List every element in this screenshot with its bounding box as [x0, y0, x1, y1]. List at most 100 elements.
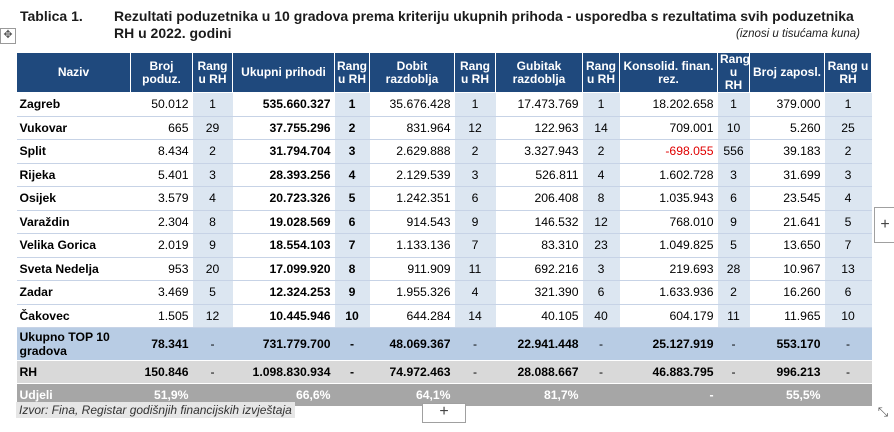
header-broj-zaposl: Broj zaposl.	[749, 52, 825, 93]
konsolid-cell: -	[619, 383, 718, 406]
rang-cell	[192, 383, 233, 406]
rang-cell: 9	[334, 280, 370, 305]
header-rang: Rang u RH	[334, 52, 370, 93]
city-name: Čakovec	[16, 304, 131, 328]
rang-cell: 2	[192, 139, 233, 164]
rang-cell: 25	[824, 116, 872, 140]
broj-zaposl-cell: 996.213	[749, 360, 825, 384]
rang-cell: 4	[334, 163, 370, 187]
broj-poduz-cell: 665	[130, 116, 193, 140]
rang-cell: -	[582, 327, 620, 361]
ukupni-prihodi-cell: 19.028.569	[232, 210, 335, 234]
rh-row: RH 150.846-1.098.830.934-74.972.463-28.08…	[16, 360, 872, 384]
rang-cell: -	[582, 360, 620, 384]
gubitak-cell: 22.941.448	[495, 327, 583, 361]
rang-cell: 1	[334, 92, 370, 117]
city-name: Zadar	[16, 280, 131, 305]
header-row: Naziv Broj poduz. Rang u RH Ukupni priho…	[16, 52, 872, 93]
add-row-button[interactable]: +	[422, 403, 466, 423]
gubitak-cell: 17.473.769	[495, 92, 583, 117]
rang-cell: 5	[334, 186, 370, 211]
source-note: Izvor: Fina, Registar godišnjih financij…	[16, 402, 295, 418]
rang-cell: 2	[334, 116, 370, 140]
broj-poduz-cell: 150.846	[130, 360, 193, 384]
ukupni-prihodi-cell: 20.723.326	[232, 186, 335, 211]
rang-cell: 1	[454, 92, 496, 117]
broj-zaposl-cell: 10.967	[749, 257, 825, 281]
rang-cell: 28	[717, 257, 750, 281]
dobit-cell: 644.284	[369, 304, 455, 328]
rang-cell: 4	[582, 163, 620, 187]
dobit-cell: 64,1%	[369, 383, 455, 406]
rang-cell: 4	[192, 186, 233, 211]
table-row: Zagreb 50.012 1 535.660.327 1 35.676.428 1 17.4…	[16, 92, 872, 117]
total-top10-row: Ukupno TOP 10 gradova 78.341-731.779.700-…	[16, 327, 872, 361]
rang-cell	[334, 383, 370, 406]
broj-poduz-cell: 2.019	[130, 233, 193, 258]
ukupni-prihodi-cell: 18.554.103	[232, 233, 335, 258]
rang-cell: 8	[334, 257, 370, 281]
konsolid-cell: 604.179	[619, 304, 718, 328]
gubitak-cell: 3.327.943	[495, 139, 583, 164]
table-row: Sveta Nedelja 953 20 17.099.920 8 911.909 11 69…	[16, 257, 872, 281]
rang-cell: 2	[824, 139, 872, 164]
rang-cell: 1	[717, 92, 750, 117]
resize-handle-icon[interactable]: ⤡	[877, 404, 889, 419]
rang-cell: 10	[334, 304, 370, 328]
rang-cell: 12	[582, 210, 620, 234]
konsolid-cell: 1.035.943	[619, 186, 718, 211]
gubitak-cell: 692.216	[495, 257, 583, 281]
rang-cell: 2	[717, 280, 750, 305]
move-table-icon[interactable]: ✥	[0, 28, 16, 44]
gubitak-cell: 206.408	[495, 186, 583, 211]
konsolid-cell: 709.001	[619, 116, 718, 140]
gubitak-cell: 81,7%	[495, 383, 583, 406]
rang-cell: 3	[717, 163, 750, 187]
rang-cell: 13	[824, 257, 872, 281]
dobit-cell: 2.629.888	[369, 139, 455, 164]
city-name: Udjeli	[16, 383, 131, 406]
rang-cell: 6	[454, 186, 496, 211]
rang-cell: -	[824, 327, 872, 361]
gubitak-cell: 321.390	[495, 280, 583, 305]
dobit-cell: 911.909	[369, 257, 455, 281]
rang-cell: -	[334, 360, 370, 384]
rang-cell: 2	[454, 139, 496, 164]
add-column-button[interactable]: +	[874, 207, 894, 243]
broj-zaposl-cell: 23.545	[749, 186, 825, 211]
ukupni-prihodi-cell: 12.324.253	[232, 280, 335, 305]
dobit-cell: 1.242.351	[369, 186, 455, 211]
gubitak-cell: 28.088.667	[495, 360, 583, 384]
dobit-cell: 74.972.463	[369, 360, 455, 384]
rang-cell: 1	[824, 92, 872, 117]
rang-cell: 40	[582, 304, 620, 328]
rang-cell: 4	[824, 186, 872, 211]
broj-zaposl-cell: 55,5%	[749, 383, 825, 406]
rang-cell: 10	[824, 304, 872, 328]
broj-poduz-cell: 8.434	[130, 139, 193, 164]
rang-cell	[717, 383, 750, 406]
rang-cell: 3	[454, 163, 496, 187]
header-dobit: Dobit razdoblja	[369, 52, 455, 93]
header-gubitak: Gubitak razdoblja	[495, 52, 583, 93]
city-name: Zagreb	[16, 92, 131, 117]
rang-cell: 1	[192, 92, 233, 117]
rang-cell: 1	[582, 92, 620, 117]
rang-cell: -	[334, 327, 370, 361]
city-name: Split	[16, 139, 131, 164]
konsolid-cell: -698.055	[619, 139, 718, 164]
rang-cell	[454, 383, 496, 406]
rang-cell: 9	[192, 233, 233, 258]
konsolid-cell: 1.633.936	[619, 280, 718, 305]
rang-cell: 5	[824, 210, 872, 234]
table-number: Tablica 1.	[20, 8, 83, 24]
rang-cell	[824, 383, 872, 406]
broj-poduz-cell: 1.505	[130, 304, 193, 328]
rang-cell: 20	[192, 257, 233, 281]
rang-cell: 23	[582, 233, 620, 258]
table-row: Varaždin 2.304 8 19.028.569 6 914.543 9 146.532…	[16, 210, 872, 234]
broj-zaposl-cell: 5.260	[749, 116, 825, 140]
table-title: Rezultati poduzetnika u 10 gradova prema…	[114, 8, 854, 41]
header-konsolid: Konsolid. finan. rez.	[619, 52, 718, 93]
gubitak-cell: 122.963	[495, 116, 583, 140]
